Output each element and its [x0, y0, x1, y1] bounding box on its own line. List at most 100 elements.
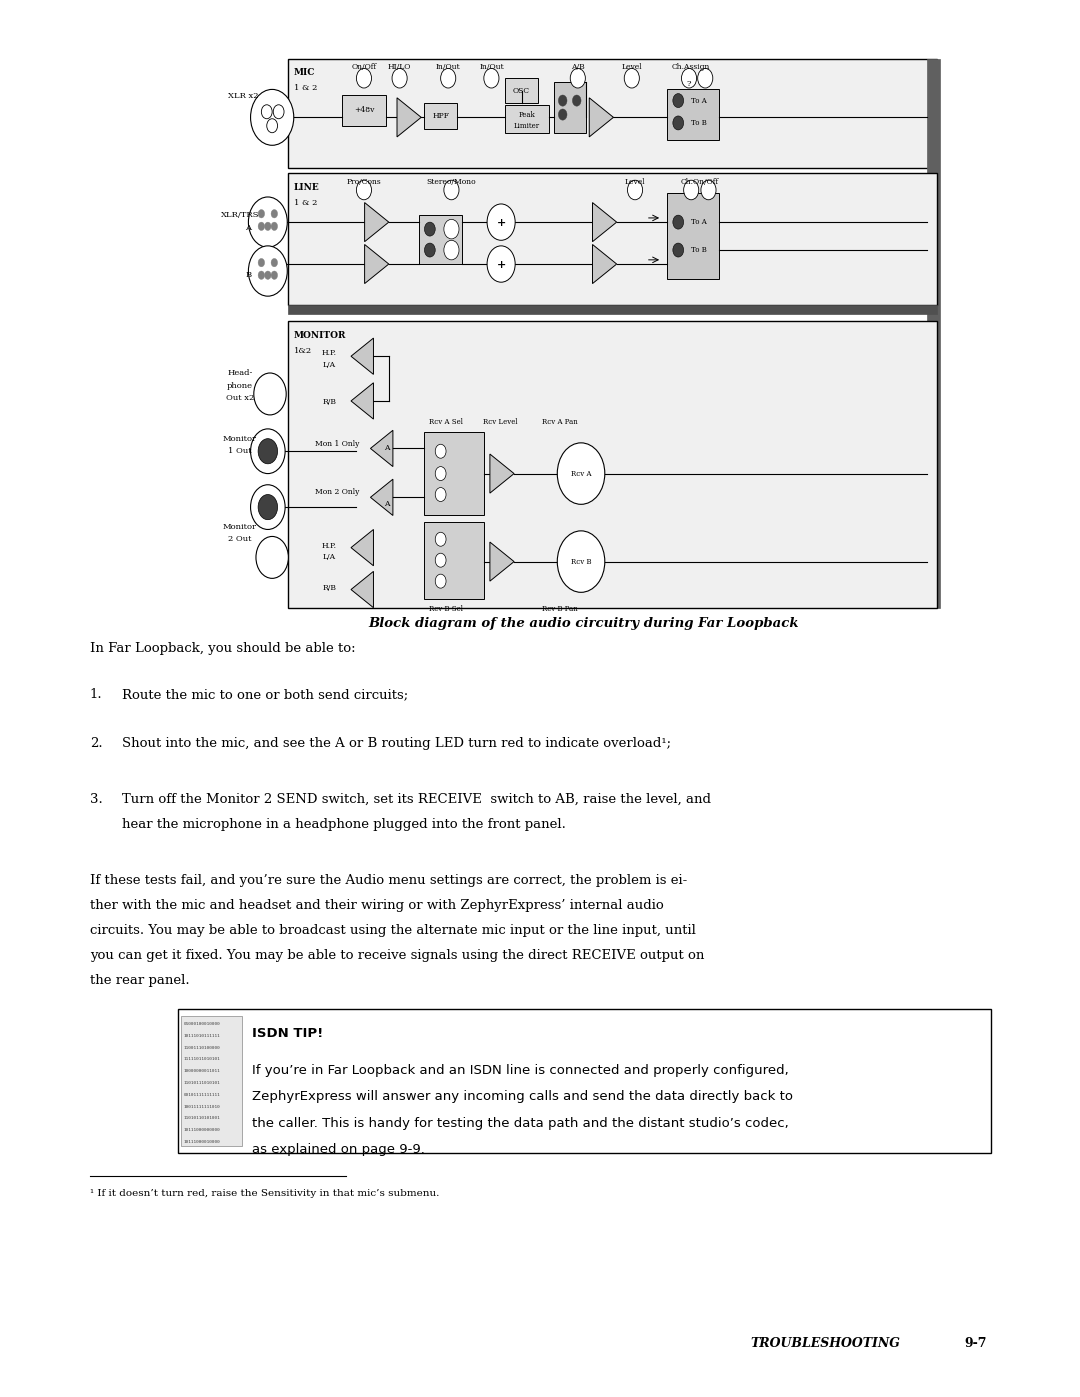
Text: XLR x2: XLR x2	[228, 92, 258, 101]
Text: Rcv A: Rcv A	[571, 469, 591, 478]
Text: 11010111010101: 11010111010101	[184, 1081, 220, 1085]
Circle shape	[271, 258, 278, 267]
Circle shape	[684, 180, 699, 200]
Text: Block diagram of the audio circuitry during Far Loopback: Block diagram of the audio circuitry dur…	[368, 616, 798, 630]
Text: 10011111111010: 10011111111010	[184, 1105, 220, 1109]
Circle shape	[254, 373, 286, 415]
Text: +: +	[497, 258, 505, 270]
FancyBboxPatch shape	[288, 305, 937, 314]
Text: A: A	[383, 500, 390, 509]
Text: Limiter: Limiter	[514, 122, 540, 130]
Text: L/A: L/A	[323, 553, 336, 562]
Text: 00101111111111: 00101111111111	[184, 1092, 220, 1097]
Circle shape	[557, 531, 605, 592]
Text: HPF: HPF	[432, 112, 449, 120]
FancyBboxPatch shape	[288, 59, 937, 168]
Circle shape	[258, 258, 265, 267]
Text: In Far Loopback, you should be able to:: In Far Loopback, you should be able to:	[90, 641, 355, 655]
Circle shape	[248, 197, 287, 247]
Circle shape	[627, 180, 643, 200]
Circle shape	[258, 271, 265, 279]
Text: Mon 1 Only: Mon 1 Only	[314, 440, 360, 448]
Polygon shape	[590, 98, 613, 137]
Circle shape	[265, 271, 271, 279]
Text: 9-7: 9-7	[964, 1337, 987, 1351]
Circle shape	[441, 68, 456, 88]
FancyBboxPatch shape	[424, 432, 484, 515]
Text: Rcv Level: Rcv Level	[483, 418, 517, 426]
Circle shape	[248, 246, 287, 296]
FancyBboxPatch shape	[424, 522, 484, 599]
Text: 1 Out: 1 Out	[228, 447, 252, 455]
Text: A: A	[245, 224, 252, 232]
Text: 2 Out: 2 Out	[228, 535, 252, 543]
Text: R/B: R/B	[323, 584, 336, 592]
Text: ther with the mic and headset and their wiring or with ZephyrExpress’ internal a: ther with the mic and headset and their …	[90, 898, 663, 912]
Circle shape	[487, 246, 515, 282]
Polygon shape	[351, 338, 374, 374]
Circle shape	[251, 89, 294, 145]
Circle shape	[681, 68, 697, 88]
Text: Pro/Cons: Pro/Cons	[347, 177, 381, 186]
Text: Rcv B: Rcv B	[571, 557, 591, 566]
Circle shape	[487, 204, 515, 240]
Circle shape	[624, 68, 639, 88]
FancyBboxPatch shape	[342, 95, 386, 126]
Text: In/Out: In/Out	[436, 63, 460, 71]
Circle shape	[356, 68, 372, 88]
Text: 1 & 2: 1 & 2	[294, 198, 318, 207]
Text: 1 & 2: 1 & 2	[294, 84, 318, 92]
Text: Route the mic to one or both send circuits;: Route the mic to one or both send circui…	[122, 687, 408, 701]
FancyBboxPatch shape	[178, 1009, 991, 1153]
Text: Mon 2 Only: Mon 2 Only	[314, 488, 360, 496]
Text: Rcv A Pan: Rcv A Pan	[541, 418, 578, 426]
Text: 11010110101001: 11010110101001	[184, 1116, 220, 1120]
Text: 10111000010000: 10111000010000	[184, 1140, 220, 1144]
Text: phone: phone	[227, 381, 253, 390]
Text: LINE: LINE	[294, 183, 320, 191]
Circle shape	[258, 222, 265, 231]
Circle shape	[356, 180, 372, 200]
Circle shape	[435, 467, 446, 481]
Circle shape	[484, 68, 499, 88]
Text: 01000100010000: 01000100010000	[184, 1021, 220, 1025]
Text: 1.: 1.	[90, 687, 103, 701]
Circle shape	[572, 95, 581, 106]
FancyBboxPatch shape	[667, 89, 719, 140]
Circle shape	[435, 553, 446, 567]
Text: you can get it fixed. You may be able to receive signals using the direct RECEIV: you can get it fixed. You may be able to…	[90, 949, 704, 963]
FancyBboxPatch shape	[505, 105, 549, 133]
Circle shape	[558, 95, 567, 106]
Text: 10000000011011: 10000000011011	[184, 1069, 220, 1073]
Circle shape	[251, 429, 285, 474]
Text: L/A: L/A	[323, 360, 336, 369]
Circle shape	[435, 488, 446, 502]
Circle shape	[271, 210, 278, 218]
Text: Level: Level	[621, 63, 643, 71]
FancyBboxPatch shape	[667, 193, 719, 279]
Text: Stereo/Mono: Stereo/Mono	[427, 177, 476, 186]
Text: ZephyrExpress will answer any incoming calls and send the data directly back to: ZephyrExpress will answer any incoming c…	[252, 1090, 793, 1104]
Text: MIC: MIC	[294, 68, 315, 77]
Text: XLR/TRS: XLR/TRS	[220, 211, 259, 219]
Text: H.P.: H.P.	[322, 349, 337, 358]
Text: 10111000000000: 10111000000000	[184, 1129, 220, 1132]
Text: If you’re in Far Loopback and an ISDN line is connected and properly configured,: If you’re in Far Loopback and an ISDN li…	[252, 1063, 788, 1077]
Text: Turn off the Monitor 2 SEND switch, set its RECEIVE  switch to AB, raise the lev: Turn off the Monitor 2 SEND switch, set …	[122, 792, 711, 806]
Circle shape	[673, 215, 684, 229]
Circle shape	[557, 443, 605, 504]
Text: To B: To B	[691, 119, 707, 127]
Polygon shape	[351, 571, 374, 608]
Circle shape	[261, 105, 272, 119]
Text: If these tests fail, and you’re sure the Audio menu settings are correct, the pr: If these tests fail, and you’re sure the…	[90, 873, 687, 887]
Text: Ch.Assign: Ch.Assign	[672, 63, 711, 71]
Circle shape	[444, 219, 459, 239]
FancyBboxPatch shape	[424, 103, 457, 129]
Text: +48v: +48v	[354, 106, 374, 115]
Text: the rear panel.: the rear panel.	[90, 974, 189, 988]
Text: ?: ?	[687, 80, 691, 88]
FancyBboxPatch shape	[288, 321, 937, 608]
Circle shape	[444, 180, 459, 200]
Polygon shape	[365, 244, 389, 284]
Text: 11001110100000: 11001110100000	[184, 1045, 220, 1049]
